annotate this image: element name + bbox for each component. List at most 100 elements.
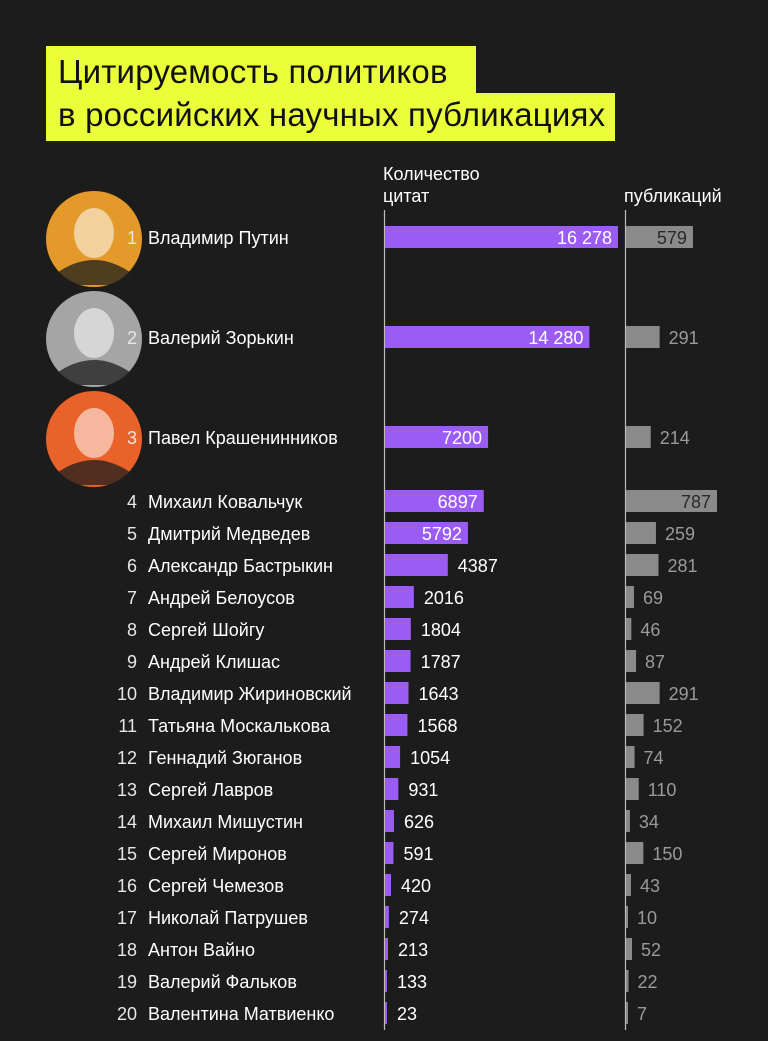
- chart-row: 11 Татьяна Москалькова 1568 152: [118, 714, 683, 736]
- citations-value-label: 7200: [442, 428, 482, 448]
- citations-bar: [385, 618, 411, 640]
- rank-number: 1: [127, 228, 137, 248]
- avatar-rank-3: [46, 391, 142, 487]
- citations-value-label: 14 280: [528, 328, 583, 348]
- rank-number: 7: [127, 588, 137, 608]
- rank-number: 20: [117, 1004, 137, 1024]
- rank-number: 16: [117, 876, 137, 896]
- publications-value-label: 150: [652, 844, 682, 864]
- publications-bar: [626, 426, 651, 448]
- publications-value-label: 259: [665, 524, 695, 544]
- publications-bar: [626, 226, 693, 248]
- chart-row: 14 Михаил Мишустин 626 34: [117, 810, 659, 832]
- chart-row: 18 Антон Вайно 213 52: [117, 938, 661, 960]
- citations-bar: [385, 682, 409, 704]
- publications-value-label: 74: [644, 748, 664, 768]
- chart-row: 3 Павел Крашенинников 7200 214: [127, 426, 690, 448]
- rank-number: 13: [117, 780, 137, 800]
- rank-number: 18: [117, 940, 137, 960]
- citations-bar: [385, 426, 489, 448]
- citations-bar: [385, 714, 408, 736]
- title-line-1: Цитируемость политиков: [46, 46, 476, 93]
- rank-number: 19: [117, 972, 137, 992]
- citations-value-label: 591: [403, 844, 433, 864]
- publications-bar: [626, 906, 628, 928]
- citations-bar: [385, 778, 399, 800]
- rank-number: 14: [117, 812, 137, 832]
- rank-number: 10: [117, 684, 137, 704]
- chart-row: 6 Александр Бастрыкин 4387 281: [127, 554, 698, 576]
- publications-bar: [626, 586, 634, 608]
- citations-value-label: 2016: [424, 588, 464, 608]
- publications-value-label: 46: [640, 620, 660, 640]
- chart-row: 15 Сергей Миронов 591 150: [117, 842, 682, 864]
- citations-value-label: 1054: [410, 748, 450, 768]
- publications-value-label: 43: [640, 876, 660, 896]
- citations-bar: [385, 326, 590, 348]
- citations-value-label: 626: [404, 812, 434, 832]
- politician-name: Андрей Белоусов: [148, 588, 295, 608]
- chart-row: 13 Сергей Лавров 931 110: [117, 778, 676, 800]
- chart-title: Цитируемость политиков в российских науч…: [46, 46, 616, 141]
- politician-name: Дмитрий Медведев: [148, 524, 310, 544]
- publications-value-label: 22: [638, 972, 658, 992]
- portrait-shoulders-icon: [54, 360, 134, 385]
- rank-number: 12: [117, 748, 137, 768]
- publications-column-header: публикаций: [624, 186, 722, 206]
- publications-bar: [626, 522, 656, 544]
- publications-bar: [626, 970, 629, 992]
- citations-value-label: 931: [408, 780, 438, 800]
- politician-name: Татьяна Москалькова: [148, 716, 331, 736]
- rank-number: 3: [127, 428, 137, 448]
- citations-value-label: 420: [401, 876, 431, 896]
- citations-value-label: 1787: [421, 652, 461, 672]
- citations-bar: [385, 874, 392, 896]
- politician-name: Владимир Жириновский: [148, 684, 352, 704]
- politician-name: Сергей Миронов: [148, 844, 287, 864]
- rank-number: 2: [127, 328, 137, 348]
- politician-name: Геннадий Зюганов: [148, 748, 302, 768]
- citations-value-label: 23: [397, 1004, 417, 1024]
- publications-value-label: 291: [669, 328, 699, 348]
- rank-number: 11: [118, 716, 137, 736]
- politician-name: Михаил Ковальчук: [148, 492, 302, 512]
- chart-row: 19 Валерий Фальков 133 22: [117, 970, 658, 992]
- publications-value-label: 281: [667, 556, 697, 576]
- avatar-rank-2: [46, 291, 142, 387]
- chart-row: 12 Геннадий Зюганов 1054 74: [117, 746, 664, 768]
- publications-bar: [626, 842, 644, 864]
- citations-bar: [385, 810, 394, 832]
- citations-value-label: 213: [398, 940, 428, 960]
- politician-name: Сергей Шойгу: [148, 620, 264, 640]
- citations-bar: [385, 226, 618, 248]
- citations-bar: [385, 906, 389, 928]
- citations-bar: [385, 490, 484, 512]
- chart-row: 2 Валерий Зорькин 14 280 291: [127, 326, 699, 348]
- publications-bar: [626, 1002, 628, 1024]
- rank-number: 8: [127, 620, 137, 640]
- citations-bar: [385, 586, 414, 608]
- citations-bar: [385, 1002, 387, 1024]
- politician-name: Сергей Чемезов: [148, 876, 284, 896]
- politician-name: Павел Крашенинников: [148, 428, 338, 448]
- publications-value-label: 87: [645, 652, 665, 672]
- politician-name: Андрей Клишас: [148, 652, 280, 672]
- citations-value-label: 4387: [458, 556, 498, 576]
- citations-bar: [385, 746, 401, 768]
- publications-bar: [626, 326, 660, 348]
- citations-value-label: 133: [397, 972, 427, 992]
- chart-row: 10 Владимир Жириновский 1643 291: [117, 682, 699, 704]
- citations-value-label: 1804: [421, 620, 461, 640]
- publications-value-label: 152: [653, 716, 683, 736]
- citations-value-label: 274: [399, 908, 429, 928]
- publications-bar: [626, 650, 637, 672]
- publications-value-label: 787: [681, 492, 711, 512]
- rank-number: 6: [127, 556, 137, 576]
- title-line-2: в российских научных публикациях: [46, 93, 616, 141]
- publications-value-label: 579: [657, 228, 687, 248]
- citations-value-label: 16 278: [557, 228, 612, 248]
- politician-name: Антон Вайно: [148, 940, 255, 960]
- citations-value-label: 1643: [419, 684, 459, 704]
- publications-bar: [626, 746, 635, 768]
